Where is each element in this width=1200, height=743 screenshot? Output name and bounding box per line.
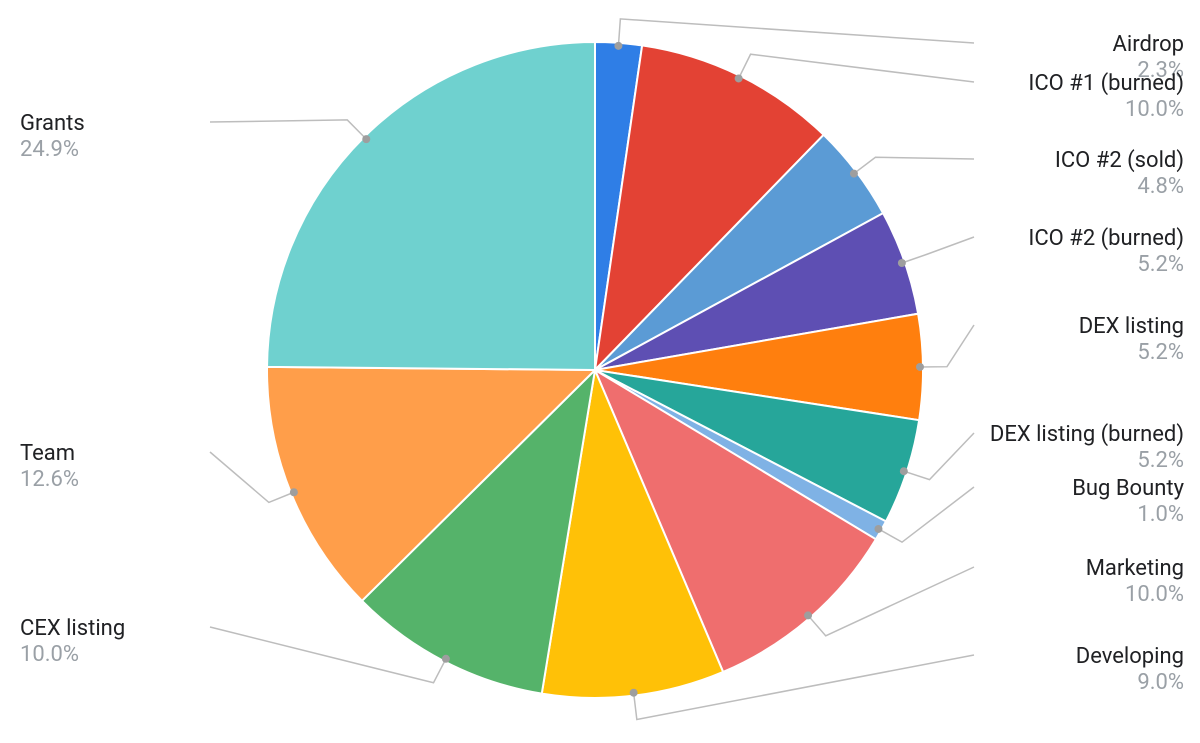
- leader-dot: [735, 74, 743, 82]
- slice-pct: 10.0%: [1125, 97, 1184, 122]
- slice-label: DEX listing: [1079, 314, 1184, 339]
- leader-line: [739, 54, 974, 82]
- leader-dot: [614, 42, 622, 50]
- slice-label: Marketing: [1086, 556, 1184, 581]
- leader-dot: [916, 363, 924, 371]
- leader-line: [902, 237, 974, 263]
- leader-line: [618, 19, 974, 46]
- allocation-pie-chart: Airdrop2.3%ICO #1 (burned)10.0%ICO #2 (s…: [0, 0, 1200, 743]
- leader-dot: [290, 488, 298, 496]
- slice-label: ICO #2 (sold): [1055, 148, 1184, 173]
- slice-label: ICO #2 (burned): [1028, 226, 1184, 251]
- leader-dot: [804, 611, 812, 619]
- slice-pct: 4.8%: [1137, 174, 1184, 199]
- slice-label: CEX listing: [20, 616, 125, 641]
- leader-dot: [630, 689, 638, 697]
- slice-pct: 9.0%: [1137, 670, 1184, 695]
- slice-label: Developing: [1076, 644, 1184, 669]
- slice-label: DEX listing (burned): [990, 422, 1184, 447]
- slice-label: ICO #1 (burned): [1028, 71, 1184, 96]
- slice-pct: 1.0%: [1137, 502, 1184, 527]
- slice-pct: 10.0%: [1125, 582, 1184, 607]
- slice-label: Airdrop: [1113, 32, 1185, 57]
- slice-label: Team: [20, 441, 75, 466]
- leader-dot: [874, 525, 882, 533]
- slice-pct: 12.6%: [20, 467, 79, 492]
- slice-label: Bug Bounty: [1072, 476, 1184, 501]
- leader-line: [920, 325, 974, 367]
- pie-slice: [267, 42, 595, 370]
- leader-dot: [900, 467, 908, 475]
- slice-pct: 10.0%: [20, 642, 79, 667]
- slice-pct: 5.2%: [1137, 340, 1184, 365]
- leader-dot: [362, 135, 370, 143]
- leader-dot: [850, 170, 858, 178]
- leader-dot: [898, 259, 906, 267]
- slice-pct: 5.2%: [1137, 448, 1184, 473]
- leader-dot: [442, 655, 450, 663]
- slice-label: Grants: [20, 111, 85, 136]
- leader-line: [210, 120, 366, 139]
- leader-line: [854, 157, 974, 173]
- slice-pct: 24.9%: [20, 137, 79, 162]
- slice-pct: 5.2%: [1137, 252, 1184, 277]
